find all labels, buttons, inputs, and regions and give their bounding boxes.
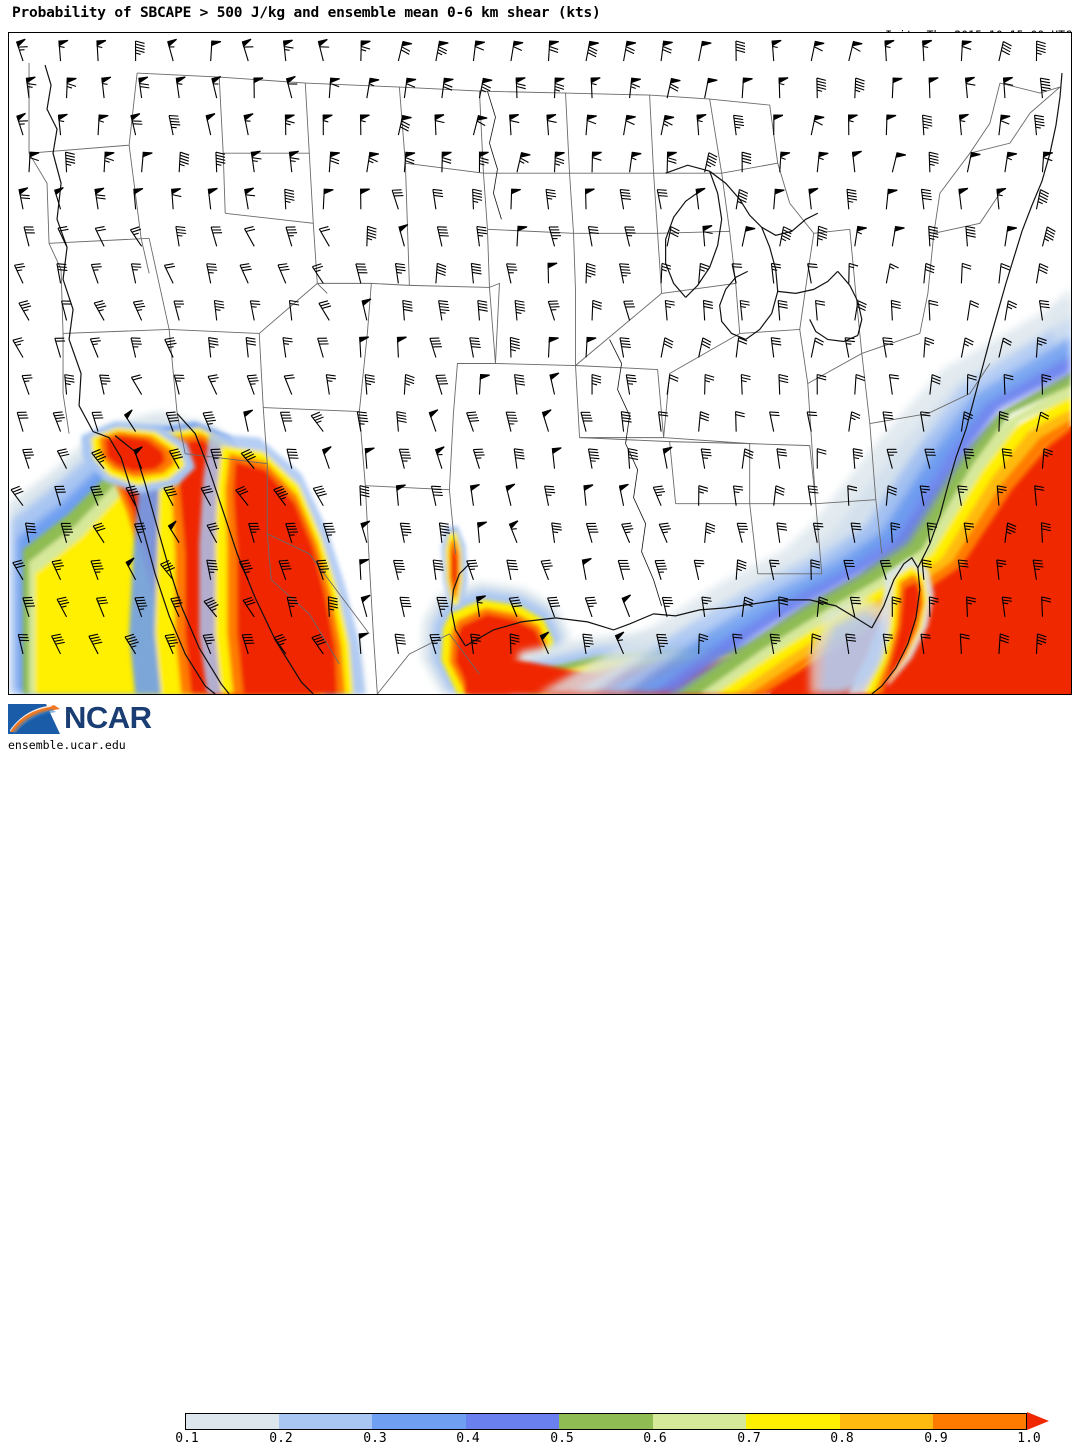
colorbar-tick-0.8: 0.8 [830, 1431, 853, 1446]
colorbar[interactable] [185, 1413, 1027, 1430]
weather-map-page: Probability of SBCAPE > 500 J/kg and ens… [0, 0, 1080, 756]
ncar-logo-text: NCAR [64, 701, 152, 735]
colorbar-tick-0.6: 0.6 [643, 1431, 666, 1446]
colorbar-tick-0.2: 0.2 [269, 1431, 292, 1446]
colorbar-tick-0.7: 0.7 [737, 1431, 760, 1446]
ncar-url[interactable]: ensemble.ucar.edu [8, 738, 126, 752]
colorbar-band-0.8 [840, 1413, 934, 1430]
colorbar-band-0.5 [559, 1413, 653, 1430]
colorbar-band-0.4 [466, 1413, 560, 1430]
colorbar-tick-labels: 0.1 0.2 0.3 0.4 0.5 0.6 0.7 0.8 0.9 1.0 [0, 1431, 1080, 1451]
colorbar-tick-0.4: 0.4 [456, 1431, 479, 1446]
colorbar-band-0.7 [746, 1413, 840, 1430]
header: Probability of SBCAPE > 500 J/kg and ens… [0, 0, 1080, 31]
colorbar-band-0.1 [185, 1413, 279, 1430]
ncar-logomark-icon [6, 700, 62, 738]
colorbar-tick-0.1: 0.1 [175, 1431, 198, 1446]
colorbar-band-0.2 [279, 1413, 373, 1430]
colorbar-band-0.6 [653, 1413, 747, 1430]
page-title: Probability of SBCAPE > 500 J/kg and ens… [12, 5, 601, 21]
colorbar-band-0.9 [933, 1413, 1027, 1430]
colorbar-tick-0.3: 0.3 [363, 1431, 386, 1446]
colorbar-extend-arrow [1027, 1412, 1049, 1430]
map-canvas[interactable] [9, 33, 1071, 694]
colorbar-band-0.3 [372, 1413, 466, 1430]
map-panel[interactable] [8, 32, 1072, 695]
colorbar-tick-0.9: 0.9 [924, 1431, 947, 1446]
ncar-logo[interactable]: NCAR ensemble.ucar.edu [6, 700, 166, 752]
colorbar-tick-1.0: 1.0 [1017, 1431, 1040, 1446]
colorbar-tick-0.5: 0.5 [550, 1431, 573, 1446]
